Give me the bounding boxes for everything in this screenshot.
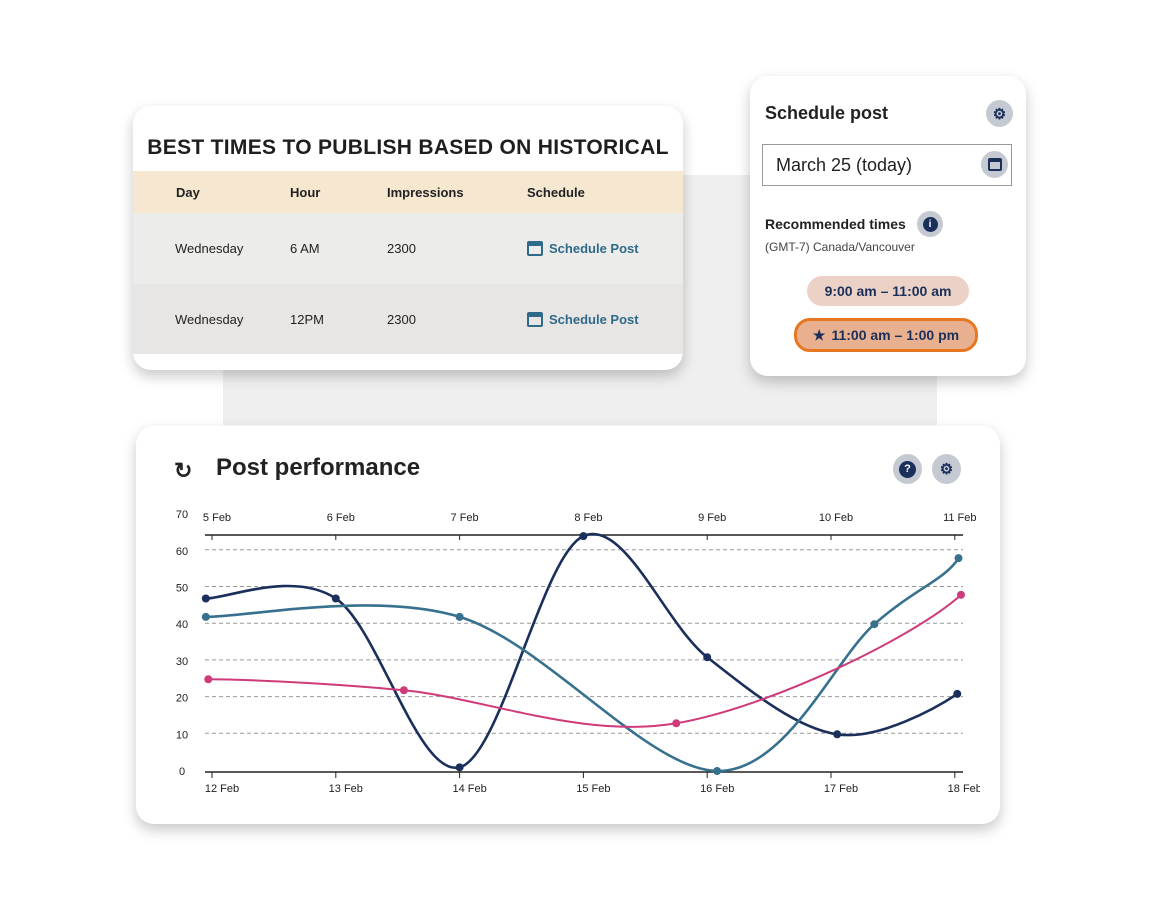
- data-point: [953, 689, 962, 698]
- time-slot-option-recommended[interactable]: ★ 11:00 am – 1:00 pm: [794, 318, 978, 352]
- series-line: [205, 532, 959, 769]
- settings-gear-icon[interactable]: ⚙: [932, 454, 961, 484]
- cell-day: Wednesday: [175, 241, 244, 256]
- x-top-tick-label: 9 Feb: [698, 512, 726, 524]
- data-point: [672, 719, 681, 728]
- data-point: [703, 653, 712, 662]
- x-top-tick-label: 6 Feb: [327, 512, 355, 524]
- info-icon[interactable]: i: [917, 211, 943, 237]
- post-performance-title: Post performance: [216, 454, 421, 481]
- y-tick-label: 70: [176, 509, 188, 521]
- x-top-tick-label: 5 Feb: [203, 512, 231, 524]
- x-bottom-tick-label: 15 Feb: [576, 783, 610, 795]
- calendar-icon[interactable]: [981, 151, 1008, 178]
- data-point: [870, 620, 879, 629]
- header-impressions: Impressions: [387, 184, 464, 200]
- best-times-card: BEST TIMES TO PUBLISH BASED ON HISTORICA…: [133, 106, 683, 370]
- best-times-title: BEST TIMES TO PUBLISH BASED ON HISTORICA…: [147, 136, 669, 159]
- x-top-tick-label: 10 Feb: [819, 512, 853, 524]
- series-line: [205, 557, 960, 773]
- performance-chart: 0 10 20 30 40 50 60 70 12 Feb 5 Feb 13 Feb 6 Feb 14 …: [176, 509, 980, 795]
- schedule-post-title: Schedule post: [765, 103, 889, 123]
- star-icon: ★: [812, 326, 826, 343]
- x-top-tick-label: 7 Feb: [451, 512, 479, 524]
- x-bottom-tick-label: 16 Feb: [700, 783, 734, 795]
- cell-impressions: 2300: [387, 241, 416, 256]
- header-day: Day: [176, 184, 200, 200]
- table-row: Wednesday 12PM 2300 Schedule Post: [133, 284, 683, 354]
- data-point: [201, 612, 210, 621]
- time-slot-option[interactable]: 9:00 am – 11:00 am: [807, 276, 969, 306]
- recommended-times-label: Recommended times: [765, 216, 906, 232]
- y-tick-label: 40: [176, 619, 188, 631]
- data-point: [201, 594, 210, 603]
- data-point: [455, 763, 464, 772]
- schedule-post-card: Schedule post ⚙ March 25 (today) Recomme…: [750, 76, 1026, 376]
- x-bottom-tick-label: 14 Feb: [452, 783, 486, 795]
- series-line: [208, 594, 962, 728]
- x-top-tick-label: 8 Feb: [574, 512, 602, 524]
- y-tick-label: 20: [176, 693, 188, 705]
- calendar-icon: [527, 241, 543, 256]
- timezone-label: (GMT-7) Canada/Vancouver: [765, 240, 915, 254]
- table-header: Day Hour Impressions Schedule: [133, 171, 683, 213]
- data-point: [204, 675, 213, 684]
- time-slot-label: 11:00 am – 1:00 pm: [831, 327, 960, 343]
- header-hour: Hour: [290, 184, 321, 200]
- x-bottom-tick-label: 13 Feb: [329, 783, 363, 795]
- cell-day: Wednesday: [175, 311, 244, 327]
- data-point: [331, 594, 340, 603]
- y-tick-label: 0: [179, 766, 185, 778]
- date-value: March 25 (today): [776, 154, 913, 175]
- cell-hour: 6 AM: [290, 241, 320, 256]
- x-bottom-tick-label: 18 Feb: [948, 783, 980, 795]
- data-point: [833, 730, 842, 739]
- x-bottom-tick-label: 17 Feb: [824, 783, 858, 795]
- date-field[interactable]: March 25 (today): [762, 144, 1012, 186]
- help-icon[interactable]: ?: [893, 454, 922, 484]
- header-schedule: Schedule: [527, 184, 585, 200]
- cell-hour: 12PM: [290, 311, 324, 327]
- data-point: [455, 612, 464, 621]
- y-tick-label: 30: [176, 656, 188, 668]
- y-tick-label: 50: [176, 583, 188, 595]
- settings-gear-icon[interactable]: ⚙: [986, 100, 1013, 127]
- data-point: [399, 686, 408, 695]
- data-point: [579, 532, 588, 541]
- schedule-post-link[interactable]: Schedule Post: [527, 311, 639, 327]
- data-point: [954, 554, 963, 563]
- schedule-post-label: Schedule Post: [549, 311, 639, 327]
- cell-impressions: 2300: [387, 311, 416, 327]
- table-row: Wednesday 6 AM 2300 Schedule Post: [133, 213, 683, 284]
- calendar-icon: [527, 311, 543, 327]
- data-point: [956, 590, 965, 599]
- y-tick-label: 10: [176, 729, 188, 741]
- post-performance-card: ↻ Post performance ? ⚙: [136, 426, 1000, 824]
- schedule-post-label: Schedule Post: [549, 241, 639, 256]
- y-tick-label: 60: [176, 546, 188, 558]
- data-point: [713, 767, 722, 775]
- schedule-post-link[interactable]: Schedule Post: [527, 241, 639, 256]
- gauge-icon: ↻: [174, 458, 193, 483]
- x-top-tick-label: 11 Feb: [943, 512, 976, 524]
- x-bottom-tick-label: 12 Feb: [205, 783, 239, 795]
